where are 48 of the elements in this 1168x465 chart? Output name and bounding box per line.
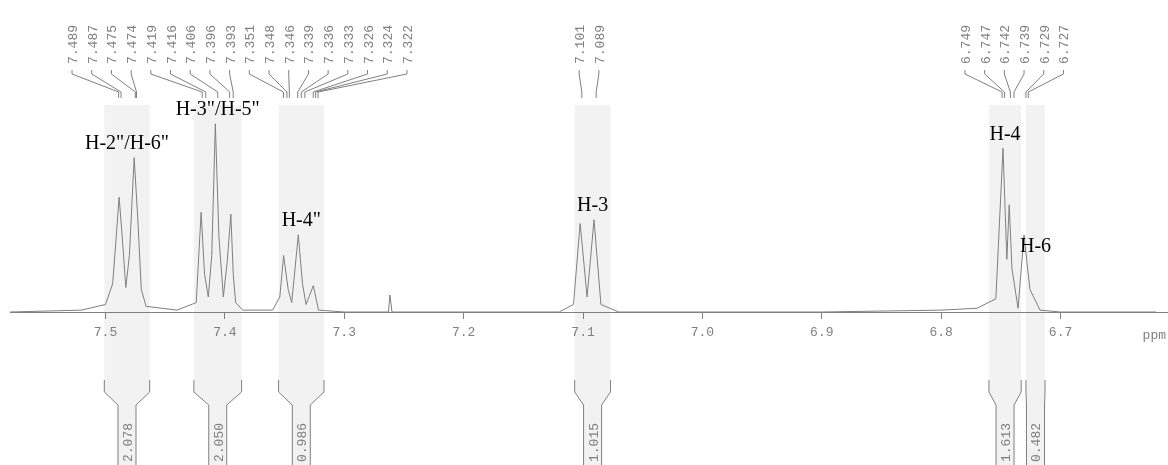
annotation: 6.742	[998, 24, 1014, 64]
annotation: H-4"	[281, 208, 321, 231]
annotation: 7.089	[592, 24, 608, 64]
annotation: 7.346	[282, 24, 298, 64]
annotation: H-6	[1019, 234, 1052, 257]
band-label: 0.986	[295, 422, 311, 462]
band-label: 2.050	[211, 422, 227, 462]
annotation: 6.747	[978, 24, 994, 64]
annotation: 7.419	[144, 24, 160, 64]
annotation: 7.351	[243, 24, 259, 64]
x-tick-label: 7.5	[93, 325, 118, 341]
annotation: 7.416	[164, 24, 180, 64]
annotation: 7.322	[400, 24, 416, 64]
annotation: 7.101	[573, 24, 589, 64]
annotation: 7.336	[322, 24, 338, 64]
annotation: 7.474	[125, 24, 141, 64]
x-tick-label: 6.9	[810, 325, 834, 341]
x-tick-label: 7.3	[332, 325, 356, 341]
text: H-3"/H-5"	[175, 97, 260, 120]
x-tick-label: 7.1	[571, 325, 595, 341]
band-label: 1.613	[999, 422, 1015, 462]
annotation: 6.729	[1037, 24, 1053, 64]
band-label: 0.482	[1029, 422, 1045, 462]
band-label: 2.078	[120, 422, 136, 462]
annotation: 7.489	[66, 24, 82, 64]
x-axis-title: ppm	[1142, 327, 1167, 343]
annotation: 7.339	[302, 24, 318, 64]
annotation: 6.727	[1057, 24, 1073, 64]
x-tick-label: 6.8	[929, 325, 953, 341]
annotation: H-2"/H-6"	[84, 130, 170, 153]
annotation: 7.475	[105, 24, 121, 64]
annotation: 7.396	[203, 24, 219, 64]
annotation: 7.324	[381, 24, 397, 64]
x-tick-label: 7.2	[451, 325, 476, 341]
annotation: H-3	[577, 193, 609, 216]
annotation: 7.348	[263, 24, 279, 64]
annotation: 7.333	[341, 24, 357, 64]
annotation: 6.749	[958, 24, 974, 64]
band-label: 1.015	[586, 422, 602, 462]
annotation: 7.406	[184, 24, 200, 64]
annotation: 7.393	[223, 24, 239, 64]
x-tick-label: 7.4	[213, 325, 237, 341]
x-tick-label: 7.0	[690, 325, 715, 341]
annotation: 7.487	[85, 24, 101, 64]
annotation: H-4	[989, 121, 1021, 144]
annotation: 6.739	[1018, 24, 1034, 64]
annotation: 7.326	[361, 24, 377, 64]
x-tick-label: 6.7	[1048, 325, 1073, 341]
